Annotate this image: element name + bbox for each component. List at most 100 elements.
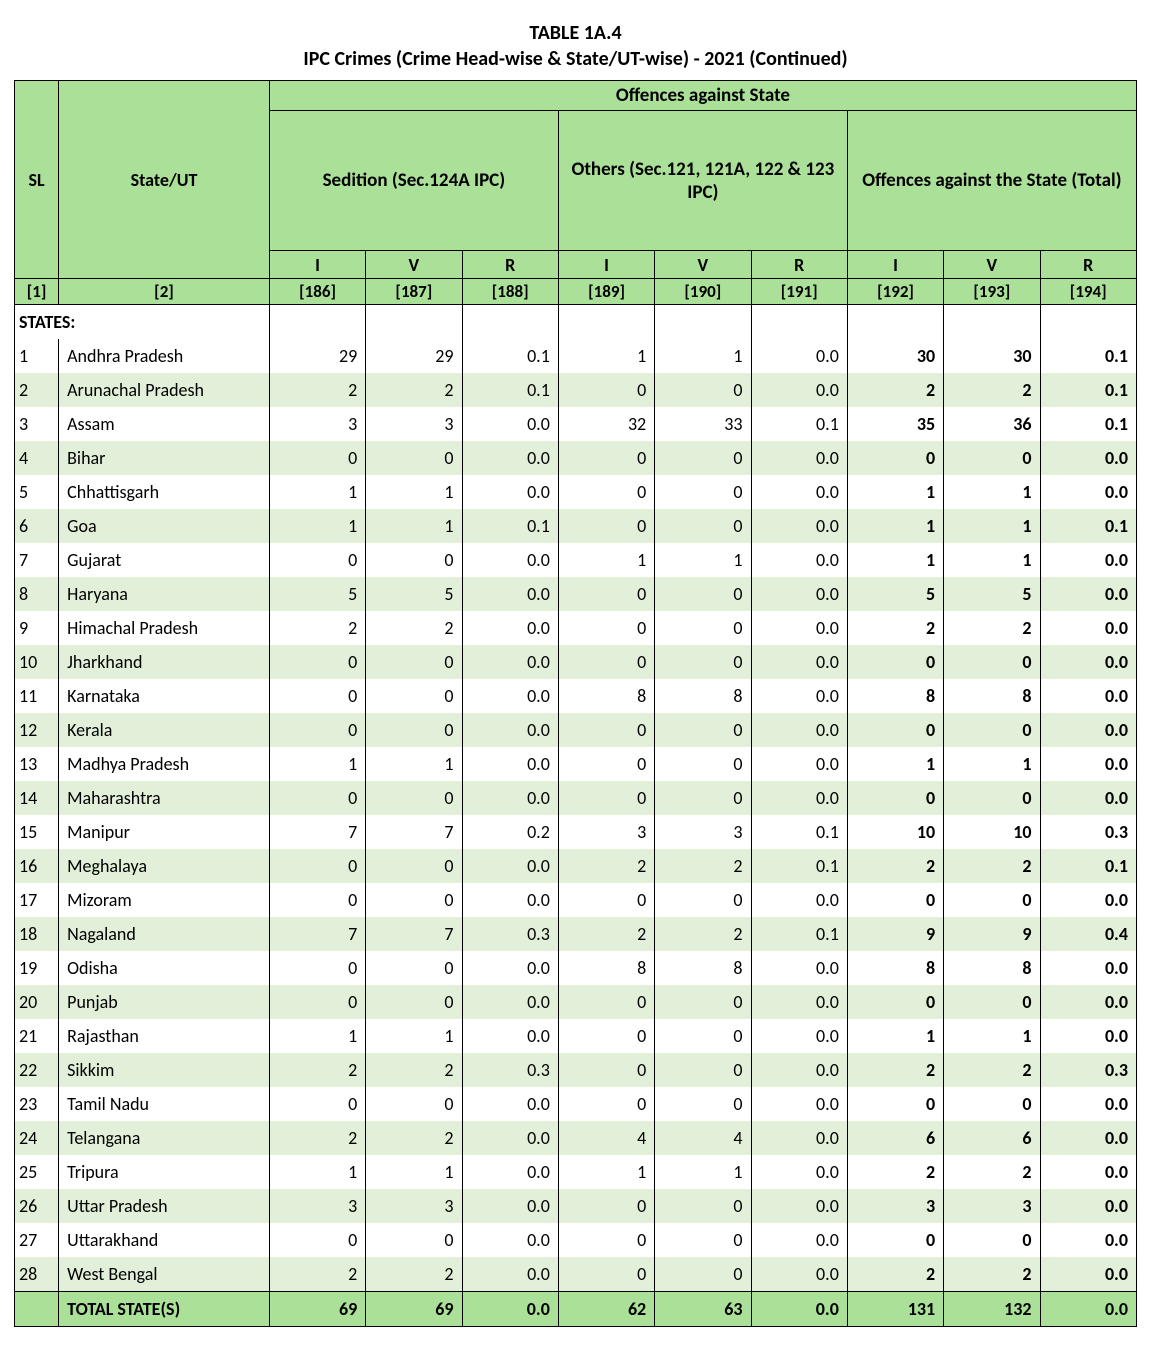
table-row: 26Uttar Pradesh330.0000.0330.0 xyxy=(15,1189,1137,1223)
cell-value: 30 xyxy=(944,339,1040,373)
empty-cell xyxy=(366,305,462,340)
cell-value: 0.0 xyxy=(751,951,847,985)
cell-value: 2 xyxy=(944,1257,1040,1292)
cell-value: 0.0 xyxy=(751,475,847,509)
col-index: [187] xyxy=(366,279,462,305)
cell-value: 0.0 xyxy=(751,1155,847,1189)
cell-value: 0 xyxy=(655,577,751,611)
empty-cell xyxy=(655,305,751,340)
cell-value: 7 xyxy=(269,815,365,849)
table-row: 5Chhattisgarh110.0000.0110.0 xyxy=(15,475,1137,509)
cell-value: 2 xyxy=(269,1053,365,1087)
cell-value: 1 xyxy=(655,1155,751,1189)
cell-value: 0.0 xyxy=(462,883,558,917)
cell-value: 0.1 xyxy=(462,339,558,373)
cell-value: 2 xyxy=(847,611,943,645)
cell-value: 0.1 xyxy=(462,373,558,407)
cell-value: 0 xyxy=(366,883,462,917)
cell-value: 0 xyxy=(944,645,1040,679)
table-title-line1: TABLE 1A.4 xyxy=(14,20,1137,46)
cell-value: 0.0 xyxy=(1040,747,1137,781)
empty-cell xyxy=(558,305,654,340)
col-index: [194] xyxy=(1040,279,1137,305)
cell-value: 0.0 xyxy=(462,1223,558,1257)
cell-sl: 17 xyxy=(15,883,59,917)
cell-value: 36 xyxy=(944,407,1040,441)
cell-value: 0 xyxy=(558,1257,654,1292)
cell-value: 3 xyxy=(269,1189,365,1223)
cell-value: 0 xyxy=(847,713,943,747)
cell-value: 0 xyxy=(558,1087,654,1121)
cell-value: 2 xyxy=(655,917,751,951)
col-header-super: Offences against State xyxy=(269,81,1136,111)
cell-value: 2 xyxy=(944,849,1040,883)
empty-cell xyxy=(269,305,365,340)
cell-value: 0.0 xyxy=(751,373,847,407)
table-row: 10Jharkhand000.0000.0000.0 xyxy=(15,645,1137,679)
cell-sl: 2 xyxy=(15,373,59,407)
cell-value: 8 xyxy=(847,951,943,985)
cell-total: 62 xyxy=(558,1292,654,1327)
table-row: 23Tamil Nadu000.0000.0000.0 xyxy=(15,1087,1137,1121)
cell-value: 0.0 xyxy=(462,747,558,781)
cell-value: 0.0 xyxy=(1040,1087,1137,1121)
cell-total: 131 xyxy=(847,1292,943,1327)
table-row: 1Andhra Pradesh29290.1110.030300.1 xyxy=(15,339,1137,373)
cell-value: 0.0 xyxy=(462,1087,558,1121)
cell-value: 1 xyxy=(558,543,654,577)
col-header-ivr: R xyxy=(1040,251,1137,279)
cell-value: 0 xyxy=(558,1019,654,1053)
table-row: 6Goa110.1000.0110.1 xyxy=(15,509,1137,543)
cell-sl: 4 xyxy=(15,441,59,475)
data-table: SL State/UT Offences against State Sedit… xyxy=(14,80,1137,1327)
cell-value: 0 xyxy=(558,373,654,407)
cell-value: 0.0 xyxy=(462,1019,558,1053)
table-row: 9Himachal Pradesh220.0000.0220.0 xyxy=(15,611,1137,645)
cell-value: 0 xyxy=(944,713,1040,747)
cell-state: Maharashtra xyxy=(59,781,270,815)
cell-value: 2 xyxy=(366,1053,462,1087)
cell-value: 1 xyxy=(847,747,943,781)
cell-value: 0 xyxy=(558,781,654,815)
cell-value: 4 xyxy=(655,1121,751,1155)
col-header-ivr: I xyxy=(847,251,943,279)
empty-cell xyxy=(462,305,558,340)
cell-value: 0 xyxy=(366,543,462,577)
cell-value: 0.0 xyxy=(751,1019,847,1053)
cell-value: 0.0 xyxy=(751,1257,847,1292)
cell-sl: 23 xyxy=(15,1087,59,1121)
cell-value: 0 xyxy=(366,951,462,985)
cell-value: 0 xyxy=(558,1189,654,1223)
table-row: 28West Bengal220.0000.0220.0 xyxy=(15,1257,1137,1292)
cell-state: Meghalaya xyxy=(59,849,270,883)
cell-value: 0.0 xyxy=(462,1189,558,1223)
cell-sl: 18 xyxy=(15,917,59,951)
cell-value: 2 xyxy=(558,849,654,883)
cell-value: 0.0 xyxy=(1040,577,1137,611)
cell-value: 0 xyxy=(655,1223,751,1257)
cell-value: 0.0 xyxy=(751,577,847,611)
table-row: 7Gujarat000.0110.0110.0 xyxy=(15,543,1137,577)
cell-value: 0 xyxy=(558,713,654,747)
cell-value: 0 xyxy=(655,1087,751,1121)
table-row: 11Karnataka000.0880.0880.0 xyxy=(15,679,1137,713)
cell-value: 0.1 xyxy=(462,509,558,543)
cell-value: 0.1 xyxy=(751,407,847,441)
cell-value: 0 xyxy=(847,645,943,679)
cell-value: 8 xyxy=(558,951,654,985)
cell-value: 8 xyxy=(558,679,654,713)
cell-sl: 14 xyxy=(15,781,59,815)
table-row: 24Telangana220.0440.0660.0 xyxy=(15,1121,1137,1155)
cell-value: 8 xyxy=(944,951,1040,985)
cell-value: 3 xyxy=(847,1189,943,1223)
col-index: [186] xyxy=(269,279,365,305)
cell-state: West Bengal xyxy=(59,1257,270,1292)
cell-value: 3 xyxy=(944,1189,1040,1223)
cell-value: 0.0 xyxy=(462,407,558,441)
cell-value: 1 xyxy=(944,509,1040,543)
cell-value: 0.0 xyxy=(1040,985,1137,1019)
table-row: 18Nagaland770.3220.1990.4 xyxy=(15,917,1137,951)
cell-value: 7 xyxy=(269,917,365,951)
cell-value: 3 xyxy=(269,407,365,441)
cell-value: 0.0 xyxy=(1040,679,1137,713)
